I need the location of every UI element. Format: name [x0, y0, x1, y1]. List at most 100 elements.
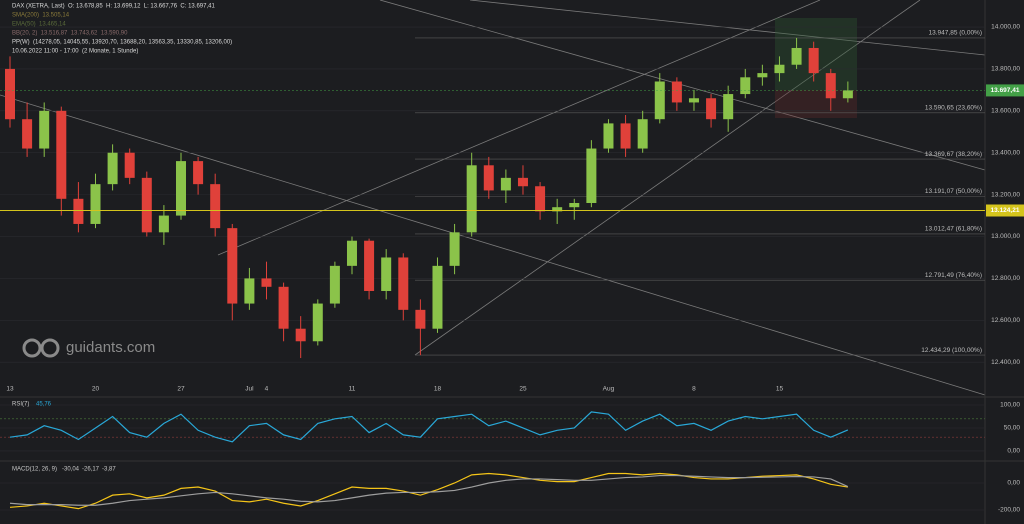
- candle-body: [825, 73, 836, 99]
- candle-body: [586, 148, 597, 204]
- candle-body: [432, 265, 443, 329]
- x-tick-label: 20: [92, 386, 100, 393]
- y-tick-label: 50,00: [1004, 425, 1021, 432]
- x-tick-label: Jul: [245, 386, 254, 393]
- candle-body: [261, 278, 272, 287]
- candle-body: [244, 278, 255, 304]
- price-tag-label: 13.124,21: [991, 207, 1020, 214]
- candle-body: [364, 240, 375, 291]
- candle-body: [654, 81, 665, 120]
- candle-body: [193, 161, 204, 185]
- price-tag-label: 13.697,41: [991, 87, 1020, 94]
- candle-body: [517, 177, 528, 187]
- fib-label: 12.434,29 (100,00%): [921, 347, 982, 354]
- candle-body: [124, 152, 135, 178]
- x-tick-label: 25: [519, 386, 527, 393]
- x-tick-label: 4: [265, 386, 269, 393]
- y-tick-label: 13.000,00: [991, 233, 1020, 240]
- indicator-title: MACD(12, 26, 9): [12, 467, 57, 473]
- y-tick-label: 0,00: [1007, 480, 1020, 487]
- y-tick-label: 13.200,00: [991, 191, 1020, 198]
- candle-body: [56, 110, 67, 199]
- y-tick-label: 100,00: [1000, 402, 1020, 409]
- candle-body: [740, 77, 751, 95]
- y-tick-label: 0,00: [1007, 448, 1020, 455]
- candle-body: [227, 228, 238, 304]
- x-tick-label: 13: [6, 386, 14, 393]
- x-tick-label: 11: [349, 386, 356, 393]
- fib-label: 13.191,07 (50,00%): [925, 188, 982, 195]
- y-tick-label: 13.600,00: [991, 108, 1020, 115]
- candle-body: [415, 309, 426, 329]
- candle-body: [141, 177, 152, 233]
- candle-body: [569, 203, 580, 208]
- y-tick-label: 12.400,00: [991, 359, 1020, 366]
- y-tick-label: 12.800,00: [991, 275, 1020, 282]
- indicator-value: -30,04: [62, 467, 80, 473]
- candle-body: [449, 232, 460, 266]
- candle-body: [757, 73, 768, 78]
- candle-body: [278, 286, 289, 329]
- candle-body: [295, 328, 306, 342]
- candle-body: [39, 110, 50, 149]
- candle-body: [500, 177, 511, 191]
- price-tag: [986, 84, 1024, 97]
- legend-text: 10.06.2022 11:00 - 17:00 (2 Monate, 1 St…: [12, 49, 138, 55]
- candle-body: [158, 215, 169, 233]
- candle-body: [5, 68, 16, 120]
- legend-text: BB(20, 2) 13.516,87 13.743,62 13.590,90: [12, 31, 128, 37]
- candle-body: [774, 64, 785, 74]
- indicator-value: 45,76: [36, 402, 52, 408]
- x-tick-label: 8: [692, 386, 696, 393]
- y-tick-label: 12.600,00: [991, 317, 1020, 324]
- candle-body: [808, 47, 819, 74]
- candle-body: [535, 186, 546, 212]
- indicator-title: RSI(7): [12, 402, 29, 408]
- indicator-line: [9, 474, 849, 506]
- fib-label: 13.369,67 (38,20%): [925, 151, 982, 158]
- candle-body: [483, 165, 494, 191]
- fib-label: 13.947,85 (0,00%): [929, 30, 982, 37]
- x-tick-label: 15: [776, 386, 784, 393]
- trend-lines: [0, 0, 986, 396]
- candle-body: [398, 257, 409, 310]
- candle-body: [312, 303, 323, 342]
- candle-body: [552, 207, 563, 212]
- logo: [22, 338, 60, 358]
- indicator-value: -3,87: [102, 467, 116, 473]
- indicator-line: [9, 411, 849, 443]
- watermark: guidants.com: [66, 339, 155, 356]
- y-tick-label: 13.400,00: [991, 149, 1020, 156]
- price-tag: [986, 204, 1024, 217]
- candle-body: [90, 184, 101, 224]
- x-tick-label: Aug: [603, 386, 615, 393]
- candle-body: [620, 123, 631, 149]
- candle-body: [175, 161, 186, 216]
- y-tick-label: 13.800,00: [991, 66, 1020, 73]
- candle-body: [210, 184, 221, 229]
- candle-body: [381, 257, 392, 291]
- fib-label: 12.791,49 (76,40%): [925, 272, 982, 279]
- y-tick-label: -200,00: [998, 507, 1020, 514]
- fib-label: 13.590,65 (23,60%): [925, 105, 982, 112]
- indicator-value: -26,17: [82, 467, 100, 473]
- candle-body: [466, 165, 477, 233]
- candle-body: [637, 119, 648, 149]
- legend-text: PP(W) (14278,05, 14045,55, 13920,70, 136…: [12, 40, 232, 46]
- candle-body: [706, 98, 717, 120]
- candle-body: [671, 81, 682, 103]
- candle-body: [791, 47, 802, 65]
- candle-body: [107, 152, 118, 185]
- y-tick-label: 14.000,00: [991, 24, 1020, 31]
- candle-body: [688, 98, 699, 103]
- candle-body: [329, 265, 340, 304]
- x-tick-label: 27: [177, 386, 185, 393]
- candle-body: [842, 90, 853, 99]
- candle-body: [603, 123, 614, 149]
- candle-body: [723, 94, 734, 120]
- x-tick-label: 18: [434, 386, 442, 393]
- fib-label: 13.012,47 (61,80%): [925, 226, 982, 233]
- legend-text: EMA(50) 13.465,14: [12, 22, 66, 28]
